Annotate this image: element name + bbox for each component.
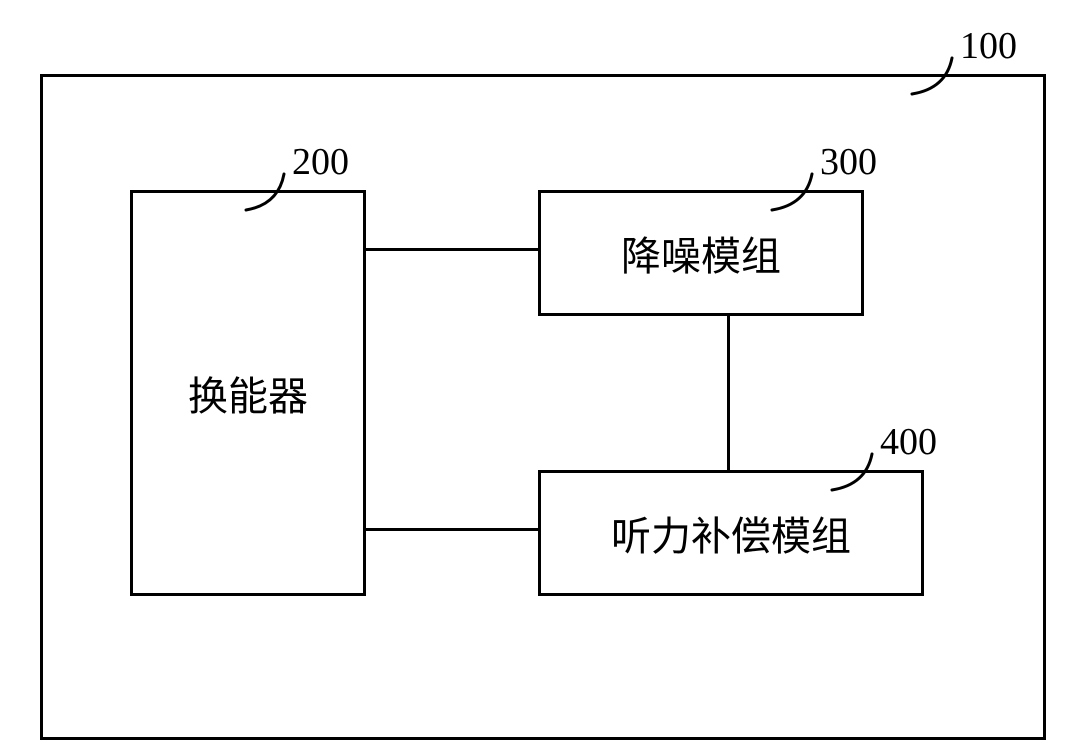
leader-line: [766, 168, 818, 216]
leader-line: [906, 52, 958, 100]
diagram-canvas: 100 换能器 200 降噪模组 300 听力补偿模组 400: [0, 0, 1074, 756]
connector-200-300: [360, 248, 538, 251]
block-text-300: 降噪模组: [621, 224, 781, 282]
block-200: 换能器: [130, 190, 366, 596]
connector-200-400: [360, 528, 538, 531]
connector-300-400: [727, 310, 730, 470]
leader-line: [826, 448, 878, 496]
block-text-200: 换能器: [188, 364, 308, 422]
leader-line: [240, 168, 290, 216]
block-number-100: 100: [960, 24, 1017, 68]
block-text-400: 听力补偿模组: [611, 504, 851, 562]
block-number-300: 300: [820, 140, 877, 184]
block-number-400: 400: [880, 420, 937, 464]
block-number-200: 200: [292, 140, 349, 184]
